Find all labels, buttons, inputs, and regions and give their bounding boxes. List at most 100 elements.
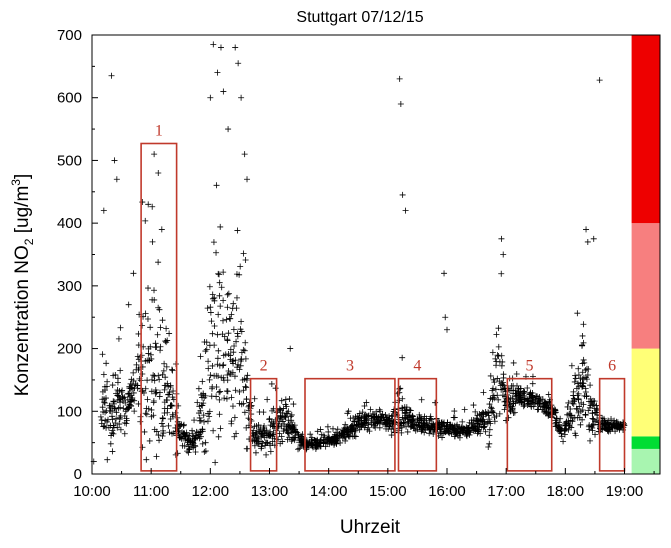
data-point	[133, 361, 140, 368]
data-point	[214, 355, 221, 362]
data-point	[482, 428, 489, 435]
data-point	[401, 410, 408, 417]
data-point	[233, 294, 240, 301]
data-point	[342, 437, 349, 444]
data-point	[113, 415, 120, 422]
data-point	[580, 380, 587, 387]
data-point	[555, 427, 562, 434]
data-point	[216, 292, 223, 299]
data-point	[489, 387, 496, 394]
data-point	[166, 389, 173, 396]
data-point	[535, 400, 542, 407]
data-point	[134, 382, 141, 389]
data-point	[210, 427, 217, 434]
data-point	[312, 442, 319, 449]
data-point	[496, 378, 503, 385]
data-point	[226, 370, 233, 377]
data-point	[169, 367, 176, 374]
data-point	[399, 191, 406, 198]
data-point	[147, 324, 154, 331]
data-point	[610, 421, 617, 428]
data-point	[217, 44, 224, 51]
data-point	[163, 325, 170, 332]
data-point	[494, 392, 501, 399]
data-point	[320, 439, 327, 446]
data-point	[521, 400, 528, 407]
data-point	[126, 393, 133, 400]
data-point	[194, 399, 201, 406]
data-point	[149, 238, 156, 245]
data-point	[231, 373, 238, 380]
data-point	[308, 440, 315, 447]
data-point	[240, 250, 247, 257]
data-point	[370, 422, 377, 429]
data-point	[421, 429, 428, 436]
data-point	[110, 430, 117, 437]
data-point	[185, 449, 192, 456]
data-point	[215, 311, 222, 318]
highlight-box-1	[140, 142, 178, 472]
data-point	[562, 422, 569, 429]
data-point	[481, 423, 488, 430]
data-point	[510, 359, 517, 366]
data-point	[545, 391, 552, 398]
data-point	[151, 373, 158, 380]
x-tick-label: 12:00	[192, 483, 230, 500]
data-point	[580, 356, 587, 363]
data-point	[164, 409, 171, 416]
data-point	[574, 380, 581, 387]
data-point	[252, 449, 259, 456]
data-point	[164, 380, 171, 387]
data-point	[487, 404, 494, 411]
data-point	[156, 437, 163, 444]
data-point	[240, 400, 247, 407]
data-point	[166, 330, 173, 337]
data-point	[277, 414, 284, 421]
data-point	[159, 433, 166, 440]
data-point	[324, 423, 331, 430]
data-point	[400, 419, 407, 426]
data-point	[399, 405, 406, 412]
data-point	[210, 41, 217, 48]
data-point	[200, 412, 207, 419]
data-point	[500, 251, 507, 258]
data-point	[206, 408, 213, 415]
data-point	[498, 270, 505, 277]
data-point	[242, 339, 249, 346]
data-point	[212, 459, 219, 466]
data-point	[161, 360, 168, 367]
data-point	[529, 380, 536, 387]
data-point	[456, 428, 463, 435]
data-point	[528, 403, 535, 410]
data-point	[428, 416, 435, 423]
data-point	[110, 422, 117, 429]
data-point	[277, 440, 284, 447]
data-point	[131, 408, 138, 415]
data-point	[260, 424, 267, 431]
data-point	[296, 435, 303, 442]
data-point	[200, 391, 207, 398]
data-point	[565, 426, 572, 433]
data-point	[237, 326, 244, 333]
data-point	[492, 386, 499, 393]
x-tick-label: 19:00	[606, 483, 644, 500]
data-point	[471, 423, 478, 430]
data-point	[150, 398, 157, 405]
data-point	[152, 340, 159, 347]
data-point	[314, 428, 321, 435]
data-point	[383, 425, 390, 432]
data-point	[191, 435, 198, 442]
data-point	[221, 333, 228, 340]
data-point	[536, 393, 543, 400]
data-point	[450, 414, 457, 421]
data-point	[605, 420, 612, 427]
data-point	[158, 420, 165, 427]
data-point	[116, 414, 123, 421]
data-point	[493, 331, 500, 338]
data-point	[575, 396, 582, 403]
data-point	[206, 283, 213, 290]
data-point	[581, 359, 588, 366]
data-point	[167, 402, 174, 409]
data-point	[278, 397, 285, 404]
data-point	[589, 424, 596, 431]
